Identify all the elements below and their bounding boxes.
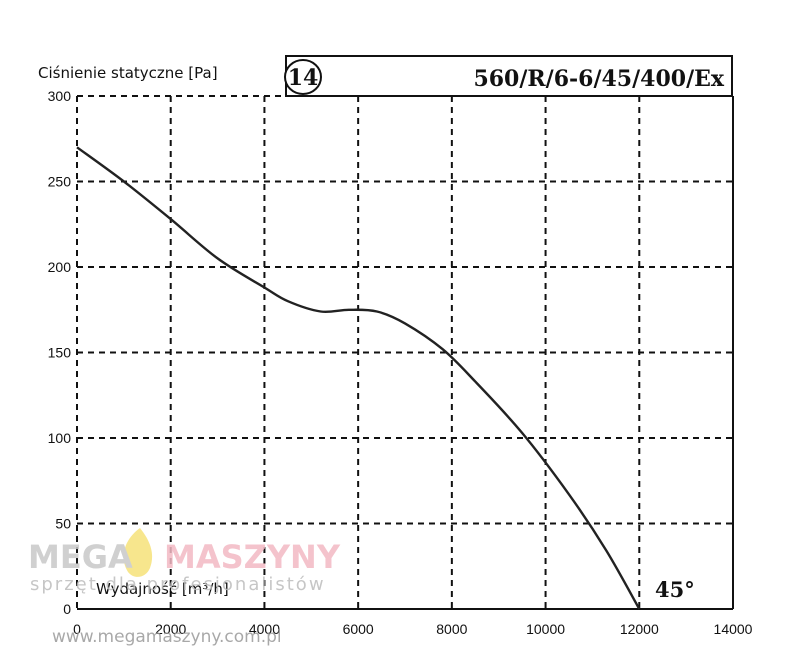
x-tick-label: 10000 xyxy=(526,621,565,637)
x-axis-label: Wydajność [m³/h] xyxy=(96,580,229,598)
curve-number-circle xyxy=(284,59,322,95)
y-tick-labels: 0 50 100 150 200 250 300 xyxy=(48,88,72,617)
watermark-url: www.megamaszyny.com.pl xyxy=(52,627,282,647)
x-tick-label: 0 xyxy=(73,621,81,637)
y-tick-label: 100 xyxy=(48,430,72,446)
grid xyxy=(77,95,733,609)
watermark-brand-pink: MASZYNY xyxy=(164,538,341,576)
fan-curve-line xyxy=(76,146,641,610)
model-box xyxy=(285,55,733,97)
blade-angle-label: 45° xyxy=(655,577,695,602)
watermark-tagline: sprzęt dla profesjonalistów xyxy=(30,574,326,595)
x-tick-label: 14000 xyxy=(714,621,753,637)
x-tick-label: 6000 xyxy=(343,621,374,637)
y-tick-label: 0 xyxy=(63,601,71,617)
y-tick-label: 200 xyxy=(48,259,72,275)
y-tick-label: 50 xyxy=(55,516,71,532)
y-tick-label: 300 xyxy=(48,88,72,104)
axes xyxy=(76,96,734,610)
x-tick-label: 2000 xyxy=(155,621,186,637)
x-tick-label: 4000 xyxy=(249,621,280,637)
y-axis-label: Ciśnienie statyczne [Pa] xyxy=(38,64,218,82)
watermark: MEGA MASZYNY sprzęt dla profesjonalistów… xyxy=(28,528,341,647)
watermark-brand-gray: MEGA xyxy=(28,538,133,576)
series-layer xyxy=(76,146,641,610)
curve-number: 14 xyxy=(288,65,319,91)
model-header: 14 560/R/6-6/45/400/Ex xyxy=(284,55,733,97)
model-designation: 560/R/6-6/45/400/Ex xyxy=(473,66,724,92)
x-tick-label: 8000 xyxy=(436,621,467,637)
bulb-logo-icon xyxy=(123,528,153,577)
y-tick-label: 250 xyxy=(48,174,72,190)
x-tick-label: 12000 xyxy=(620,621,659,637)
y-tick-label: 150 xyxy=(48,345,72,361)
x-tick-labels: 0 2000 4000 6000 8000 10000 12000 14000 xyxy=(73,621,753,637)
